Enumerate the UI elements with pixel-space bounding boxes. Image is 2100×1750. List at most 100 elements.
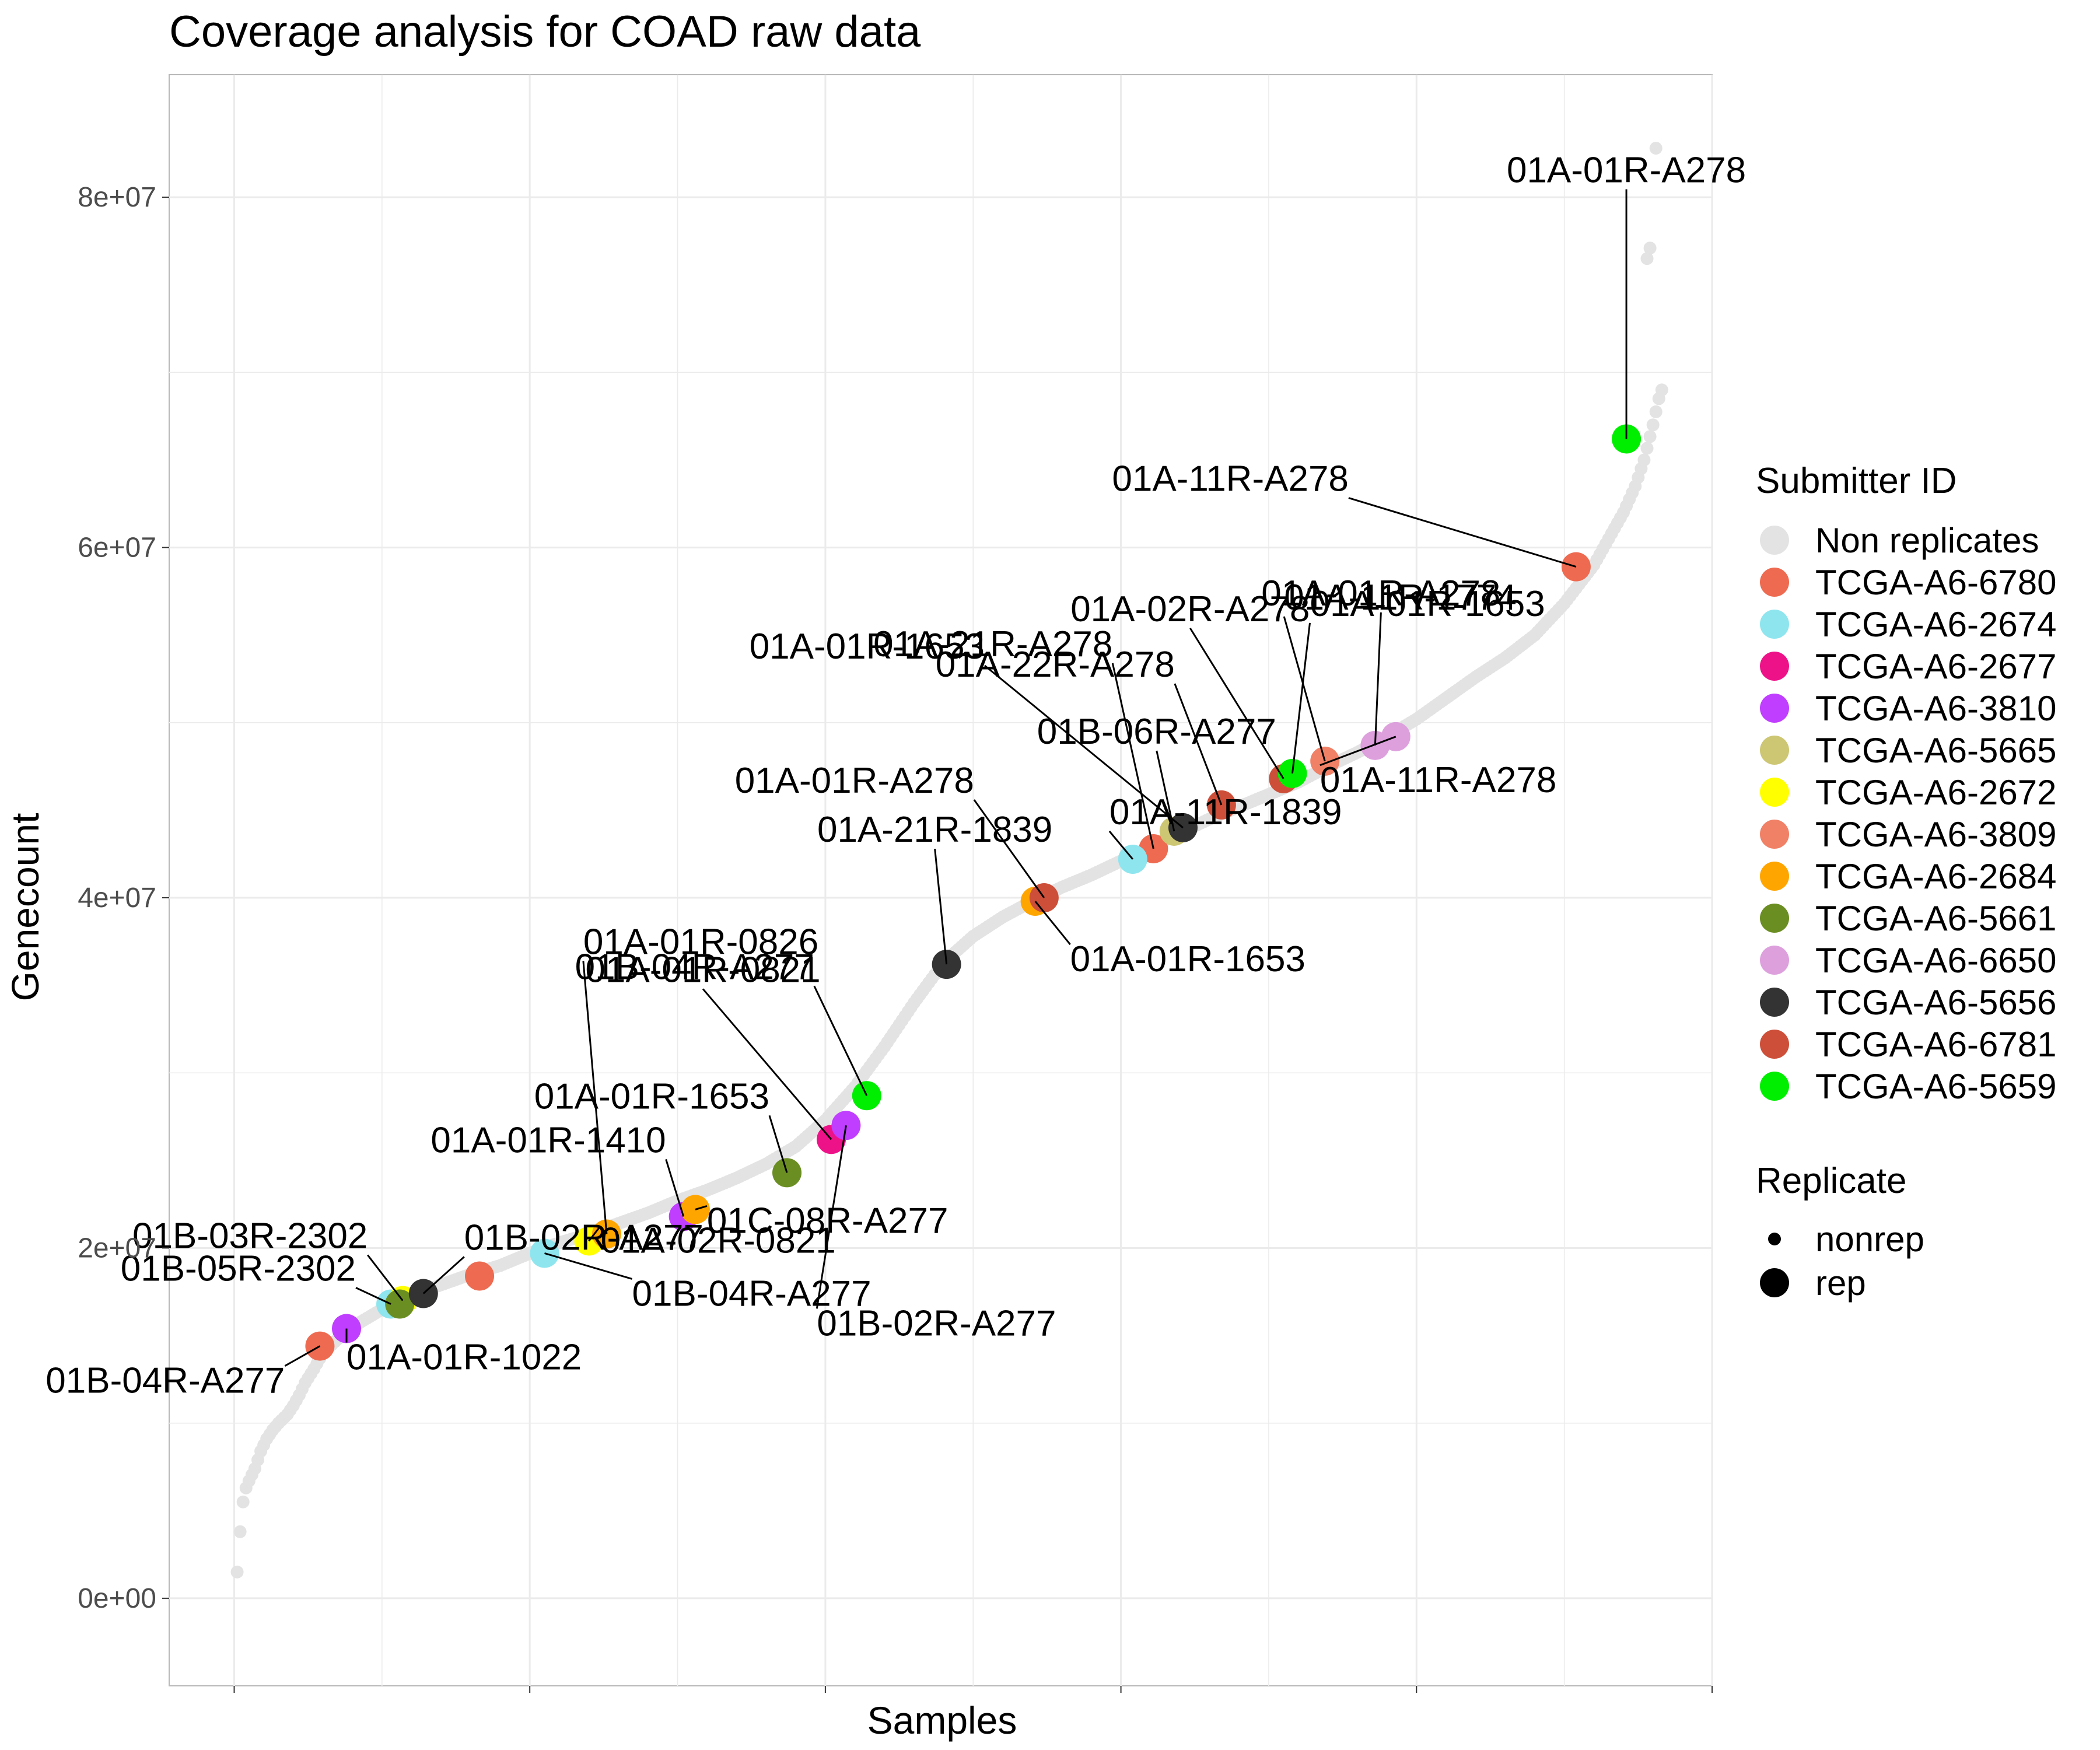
point-label: 01A-11R-A278 (1112, 459, 1349, 499)
point-label: 01A-01R-1022 (346, 1338, 582, 1378)
y-tick-label: 4e+07 (78, 883, 156, 914)
point-label: 01B-06R-A277 (1037, 712, 1276, 752)
y-axis-title: Genecount (4, 813, 47, 1002)
legend-swatch (1760, 778, 1789, 807)
legend-swatch (1760, 1030, 1789, 1059)
point-label: 01A-01R-1410 (430, 1120, 666, 1160)
label-leader (355, 1287, 391, 1305)
label-leader (695, 1205, 708, 1210)
nonrep-point (1649, 142, 1662, 155)
y-tick-label: 6e+07 (78, 533, 156, 564)
plot-area: 01B-04R-A277 01A-21R-A278 01A-11R-A278 01B-… (46, 74, 1746, 1686)
point-label: 01A-01R-A278 (1261, 573, 1500, 614)
legend-label: TCGA-A6-6780 (1815, 563, 2057, 602)
legend-label: TCGA-A6-6650 (1815, 941, 2057, 980)
y-tick-label: 2e+07 (78, 1233, 156, 1264)
point-label: 01A-01R-1653 (1070, 939, 1306, 979)
nonrep-point (1640, 252, 1654, 265)
legend-swatch (1760, 694, 1789, 723)
legend-swatch (1760, 568, 1789, 597)
nonrep-point (1640, 442, 1654, 455)
label-leader (1174, 683, 1223, 806)
legend-size-label: nonrep (1815, 1220, 1924, 1259)
legend-label: TCGA-A6-5659 (1815, 1067, 2057, 1106)
point-label: 01A-01R-0826 (583, 922, 818, 962)
x-axis (233, 1686, 1713, 1693)
nonrep-point (1637, 453, 1651, 467)
point-label: 01A-11R-A278 (1320, 760, 1557, 800)
legend-label: TCGA-A6-5656 (1815, 983, 2057, 1022)
legend-label: TCGA-A6-2674 (1815, 605, 2057, 644)
label-leader (973, 799, 1045, 898)
point-label: 01B-04R-A277 (46, 1361, 285, 1401)
legend-label: TCGA-A6-2677 (1815, 647, 2057, 686)
point-label: 01A-21R-A278 (873, 624, 1112, 664)
nonrep-point (1646, 418, 1660, 432)
label-leader (934, 848, 948, 965)
replicate-point (385, 1289, 415, 1319)
point-label: 01A-11R-1839 (1110, 792, 1342, 832)
point-label: 01A-11R-1774 (1284, 578, 1517, 618)
legend-label: Non replicates (1815, 521, 2039, 560)
label-leader (702, 988, 832, 1140)
replicate-point (465, 1261, 495, 1291)
legend-label: TCGA-A6-2672 (1815, 773, 2057, 812)
y-axis: 0e+00 2e+07 4e+07 6e+07 8e+07 (78, 182, 169, 1614)
point-label: 01B-04R-A277 (575, 947, 814, 987)
label-leader (1108, 831, 1134, 860)
point-label: 01B-04R-A277 (632, 1273, 872, 1314)
point-label: 01B-03R-2302 (132, 1216, 368, 1256)
point-label: 01B-02R-A277 (817, 1303, 1056, 1343)
point-label: 01A-01R-0821 (585, 950, 820, 990)
y-tick-label: 8e+07 (78, 182, 156, 213)
label-leader (582, 961, 608, 1234)
point-label: 01A-21R-1839 (817, 810, 1052, 850)
label-leader (816, 1125, 847, 1309)
point-label: 01A-01R-1653 (750, 626, 985, 667)
point-label: 01B-05R-2302 (121, 1249, 356, 1289)
point-label: 01C-08R-A277 (707, 1200, 949, 1241)
nonrep-point (233, 1525, 247, 1538)
label-leader (1034, 901, 1071, 945)
point-label: 01A-01R-1653 (534, 1076, 769, 1116)
label-leader (1320, 736, 1396, 766)
legend-swatch (1760, 736, 1789, 765)
legend-submitter-entries: Non replicatesTCGA-A6-6780TCGA-A6-2674TC… (1760, 521, 2057, 1106)
label-leader (1283, 616, 1326, 762)
label-leader (1189, 628, 1284, 779)
legend-swatch (1760, 988, 1789, 1017)
label-leader (1348, 497, 1577, 568)
point-label: 01A-02R-0821 (601, 1220, 836, 1261)
label-leader (1111, 663, 1154, 849)
legend-swatch (1760, 904, 1789, 933)
legend-label: TCGA-A6-5661 (1815, 899, 2057, 938)
point-label: 01A-02R-A278 (1070, 589, 1310, 629)
legend-swatch (1760, 946, 1789, 975)
label-leader (768, 1115, 788, 1173)
nonrep-point (1643, 242, 1657, 255)
label-leader (588, 1225, 601, 1242)
label-leader (367, 1254, 404, 1301)
legend-size-label: rep (1815, 1264, 1866, 1303)
nonrep-point (1643, 430, 1657, 443)
point-label: 01A-22R-A278 (936, 645, 1175, 685)
chart-title: Coverage analysis for COAD raw data (169, 7, 921, 57)
nonrep-point (1655, 383, 1668, 397)
legend-label: TCGA-A6-5665 (1815, 731, 2057, 770)
legend-swatch (1760, 652, 1789, 681)
legend-label: TCGA-A6-3809 (1815, 815, 2057, 854)
point-label: 01A-01R-A278 (1507, 150, 1746, 190)
legend-replicate-entries: nonrep rep (1760, 1220, 1924, 1303)
legend: Submitter ID Non replicatesTCGA-A6-6780T… (1756, 461, 2057, 1303)
point-label: 01A-01R-1653 (1310, 584, 1545, 624)
legend-replicate-title: Replicate (1756, 1161, 1906, 1201)
legend-swatch (1760, 1072, 1789, 1101)
legend-swatch (1760, 526, 1789, 555)
label-leader (813, 985, 868, 1096)
nonrep-point (236, 1495, 250, 1508)
legend-swatch (1760, 820, 1789, 849)
point-labels: 01B-04R-A277 01A-21R-A278 01A-11R-A278 01B-… (46, 150, 1746, 1401)
legend-swatch (1760, 610, 1789, 639)
nonrep-point (230, 1565, 244, 1578)
